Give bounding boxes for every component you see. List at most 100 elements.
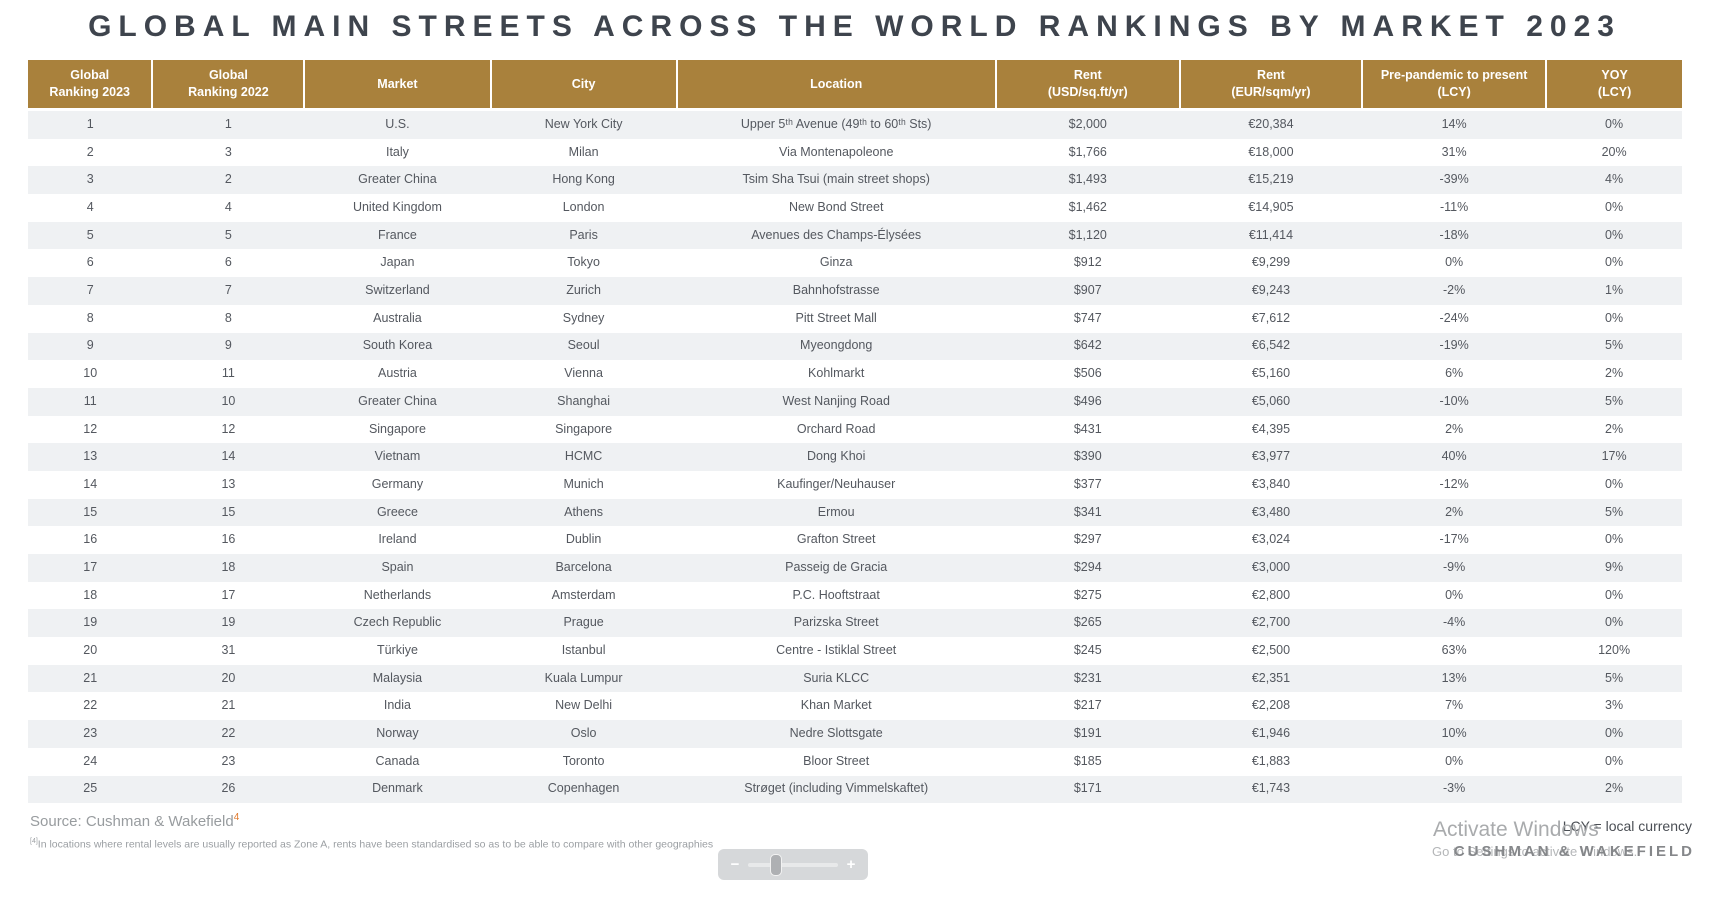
cell-city: New Delhi [490, 692, 677, 721]
cell-rent-eur: €4,395 [1179, 415, 1363, 444]
cell-rent-eur: €6,542 [1179, 332, 1363, 361]
cell-market: South Korea [304, 332, 491, 361]
cell-rent-usd: $642 [995, 332, 1180, 361]
cell-yoy: 0% [1546, 747, 1682, 776]
activate-windows-watermark: Activate Windows [1433, 818, 1599, 841]
cell-ranking-2022: 17 [152, 581, 305, 610]
column-header-location: Location [675, 60, 996, 110]
cell-pre-pandemic: 14% [1362, 109, 1547, 139]
cell-rent-usd: $907 [995, 277, 1180, 305]
cell-pre-pandemic: 63% [1362, 637, 1547, 665]
cell-rent-usd: $294 [995, 554, 1180, 582]
zoom-slider-track[interactable] [748, 853, 838, 876]
zoom-in-button[interactable]: + [846, 856, 856, 873]
rankings-table: Global Ranking 2023 Global Ranking 2022 Ma… [28, 60, 1682, 804]
cell-pre-pandemic: -10% [1362, 387, 1547, 416]
table-row: 22 21 India New Delhi Khan Market $217 €2,208 7… [28, 692, 1682, 721]
cell-ranking-2023: 14 [28, 470, 153, 499]
cell-ranking-2022: 19 [152, 609, 305, 638]
cell-rent-eur: €1,743 [1179, 775, 1363, 804]
cell-market: Italy [304, 138, 491, 167]
cell-city: London [490, 194, 677, 222]
cell-ranking-2023: 17 [28, 554, 153, 582]
cell-yoy: 2% [1546, 775, 1682, 804]
cell-market: Greater China [304, 387, 491, 416]
cell-yoy: 1% [1546, 277, 1682, 305]
cell-ranking-2023: 21 [28, 664, 153, 693]
zoom-slider[interactable]: − + [718, 849, 868, 880]
cell-location: Parizska Street [676, 609, 996, 638]
cell-pre-pandemic: -24% [1362, 304, 1547, 333]
table-row: 18 17 Netherlands Amsterdam P.C. Hooftstraat… [28, 581, 1682, 610]
cell-ranking-2022: 16 [152, 526, 305, 554]
cell-rent-usd: $496 [995, 387, 1180, 416]
cell-yoy: 0% [1546, 194, 1682, 222]
cell-pre-pandemic: -18% [1362, 221, 1547, 250]
cell-ranking-2023: 3 [28, 166, 153, 195]
cell-ranking-2022: 21 [152, 692, 305, 721]
cell-location: Pitt Street Mall [676, 304, 996, 333]
cell-pre-pandemic: -19% [1362, 332, 1547, 361]
column-header-ranking-2023: Global Ranking 2023 [28, 60, 153, 110]
cell-ranking-2022: 15 [152, 498, 305, 527]
cell-rent-eur: €9,243 [1179, 277, 1363, 305]
cell-yoy: 2% [1546, 415, 1682, 444]
zoom-out-button[interactable]: − [730, 856, 740, 873]
table-row: 1 1 U.S. New York City Upper 5ᵗʰ Avenue (49ᵗ… [28, 109, 1682, 139]
table-row: 25 26 Denmark Copenhagen Strøget (including … [28, 775, 1682, 804]
cell-market: France [304, 221, 491, 250]
cell-rent-usd: $171 [995, 775, 1180, 804]
cell-yoy: 0% [1546, 221, 1682, 250]
cell-rent-usd: $275 [995, 581, 1180, 610]
cell-ranking-2023: 22 [28, 692, 153, 721]
cell-ranking-2023: 9 [28, 332, 153, 361]
cell-rent-usd: $1,462 [995, 194, 1180, 222]
cell-market: Netherlands [304, 581, 491, 610]
cell-ranking-2023: 11 [28, 387, 153, 416]
cell-yoy: 0% [1546, 526, 1682, 554]
cell-market: Norway [304, 720, 491, 748]
cell-pre-pandemic: 40% [1362, 443, 1547, 471]
cell-city: Tokyo [490, 249, 677, 278]
lcy-note: LCY = local currency [1562, 818, 1692, 834]
cell-city: Sydney [490, 304, 677, 333]
cell-rent-eur: €2,700 [1179, 609, 1363, 638]
cell-pre-pandemic: -3% [1362, 775, 1547, 804]
cell-rent-usd: $506 [995, 360, 1180, 388]
cell-ranking-2022: 22 [152, 720, 305, 748]
cell-rent-usd: $390 [995, 443, 1180, 471]
cell-rent-usd: $1,493 [995, 166, 1180, 195]
table-row: 7 7 Switzerland Zurich Bahnhofstrasse $907 €9,… [28, 277, 1682, 305]
cell-ranking-2022: 14 [152, 443, 305, 471]
cell-market: Malaysia [304, 664, 491, 693]
cell-market: Türkiye [304, 637, 491, 665]
table-header-row: Global Ranking 2023 Global Ranking 2022 Ma… [28, 60, 1682, 110]
cell-ranking-2023: 2 [28, 138, 153, 167]
cell-yoy: 5% [1546, 498, 1682, 527]
cell-market: Denmark [304, 775, 491, 804]
cell-rent-eur: €5,160 [1179, 360, 1363, 388]
cell-ranking-2022: 4 [152, 194, 305, 222]
cell-location: Myeongdong [676, 332, 996, 361]
cell-rent-eur: €7,612 [1179, 304, 1363, 333]
table-row: 8 8 Australia Sydney Pitt Street Mall $747 €7,… [28, 304, 1682, 333]
cell-pre-pandemic: 0% [1362, 581, 1547, 610]
cell-ranking-2022: 2 [152, 166, 305, 195]
cell-city: Athens [490, 498, 677, 527]
table-row: 3 2 Greater China Hong Kong Tsim Sha Tsui (m… [28, 166, 1682, 195]
cell-rent-eur: €3,977 [1179, 443, 1363, 471]
cell-ranking-2022: 20 [152, 664, 305, 693]
cell-rent-usd: $1,120 [995, 221, 1180, 250]
cell-city: Shanghai [490, 387, 677, 416]
cell-city: Vienna [490, 360, 677, 388]
cell-location: Grafton Street [676, 526, 996, 554]
cell-ranking-2023: 20 [28, 637, 153, 665]
cell-market: Ireland [304, 526, 491, 554]
cell-ranking-2023: 4 [28, 194, 153, 222]
zoom-slider-thumb[interactable] [769, 853, 782, 876]
cell-location: New Bond Street [676, 194, 996, 222]
cell-pre-pandemic: -12% [1362, 470, 1547, 499]
cell-pre-pandemic: -11% [1362, 194, 1547, 222]
cell-market: United Kingdom [304, 194, 491, 222]
